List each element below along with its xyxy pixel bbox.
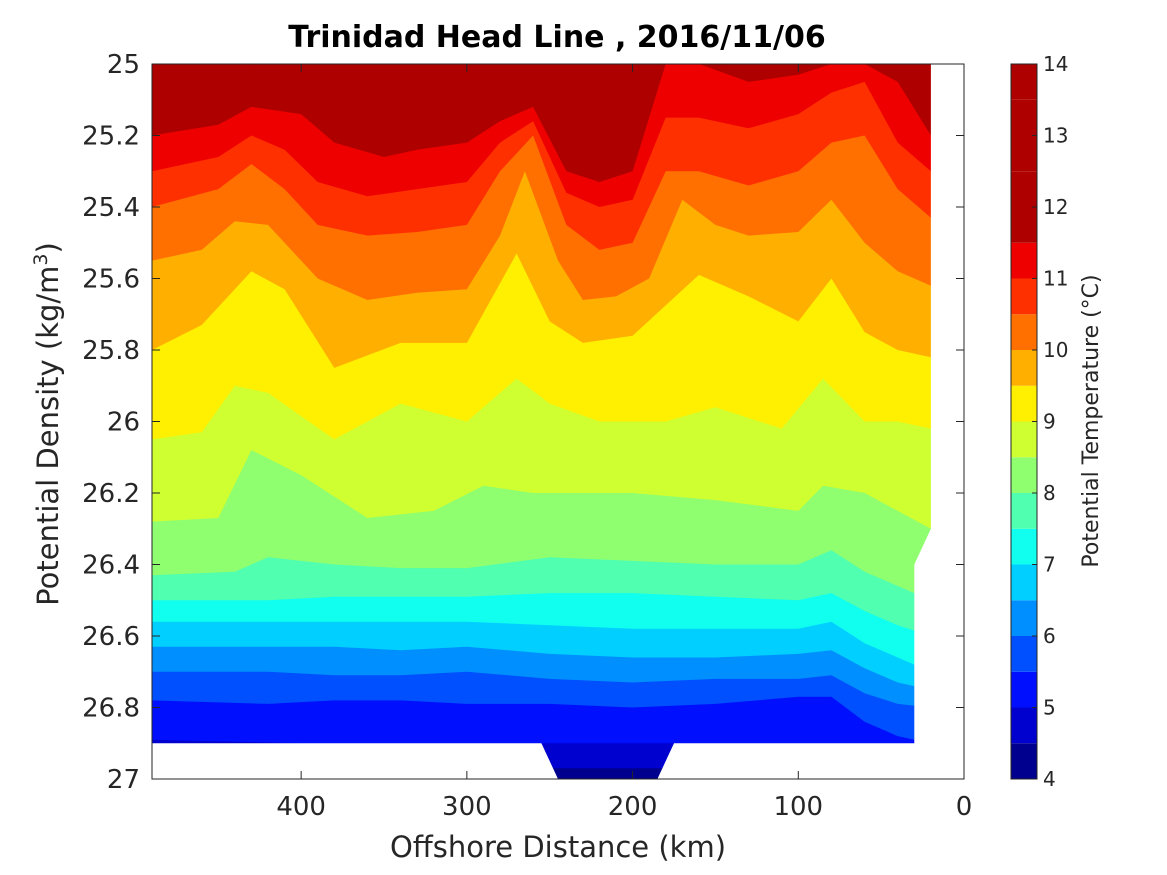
colorbar-tick-label: 9 xyxy=(1043,410,1056,434)
colorbar-band-13.5-14 xyxy=(1011,64,1037,100)
y-axis-label-main: Potential Density (kg/m xyxy=(31,266,65,606)
colorbar-band-12.5-13 xyxy=(1011,135,1037,172)
no-data-mask-nearshore xyxy=(914,64,964,779)
colorbar-band-6.5-7 xyxy=(1011,564,1037,601)
colorbar-band-13-13.5 xyxy=(1011,99,1037,136)
x-tick-label: 400 xyxy=(276,792,326,822)
colorbar-band-8-8.5 xyxy=(1011,457,1037,493)
x-tick-label: 100 xyxy=(773,792,823,822)
y-tick-label: 27 xyxy=(107,765,140,795)
y-axis-ticks: 25 25.2 25.4 25.6 25.8 26 26.2 26.4 26.6 26.8 27 xyxy=(82,50,964,795)
colorbar-tick-label: 5 xyxy=(1043,696,1056,720)
chart-title: Trinidad Head Line , 2016/11/06 xyxy=(288,20,825,55)
x-axis-ticks: 400 300 200 100 0 xyxy=(276,64,972,822)
contour-bands xyxy=(152,64,964,779)
colorbar-band-10-10.5 xyxy=(1011,314,1037,350)
colorbar-band-8.5-9 xyxy=(1011,421,1037,458)
y-axis-label-superscript: 3 xyxy=(30,253,52,265)
x-tick-label: 0 xyxy=(956,792,973,822)
colorbar-band-5-5.5 xyxy=(1011,671,1037,708)
colorbar-ticks: 4 5 6 7 8 9 10 11 12 13 14 xyxy=(1032,52,1068,791)
y-tick-label: 26.2 xyxy=(82,479,140,509)
y-axis-label-close: ) xyxy=(31,242,65,253)
y-tick-label: 26.6 xyxy=(82,622,140,652)
colorbar-band-12-12.5 xyxy=(1011,171,1037,207)
colorbar-band-4.5-5 xyxy=(1011,707,1037,744)
y-tick-label: 26.8 xyxy=(82,694,140,724)
band-above-12 xyxy=(152,64,666,136)
y-tick-label: 25.6 xyxy=(82,265,140,295)
y-tick-label: 26.4 xyxy=(82,551,140,581)
colorbar-tick-label: 14 xyxy=(1043,52,1068,76)
colorbar-band-10.5-11 xyxy=(1011,278,1037,315)
x-tick-label: 200 xyxy=(608,792,658,822)
colorbar-tick-label: 12 xyxy=(1043,195,1068,219)
colorbar-band-11.5-12 xyxy=(1011,207,1037,243)
x-tick-label: 300 xyxy=(442,792,492,822)
colorbar-band-5.5-6 xyxy=(1011,636,1037,672)
colorbar-tick-label: 11 xyxy=(1043,267,1068,291)
colorbar-tick-label: 4 xyxy=(1043,767,1056,791)
colorbar-band-7-7.5 xyxy=(1011,528,1037,565)
y-axis-label: Potential Density (kg/m3) xyxy=(30,242,65,606)
colorbar-band-6-6.5 xyxy=(1011,600,1037,636)
colorbar-tick-label: 13 xyxy=(1043,124,1068,148)
y-tick-label: 25.2 xyxy=(82,122,140,152)
y-tick-label: 25 xyxy=(107,50,140,80)
no-data-mask-bottom-right xyxy=(657,743,964,779)
no-data-mask-bottom-left xyxy=(152,743,558,779)
y-tick-label: 25.8 xyxy=(82,336,140,366)
band-13-patch-0 xyxy=(268,64,467,82)
colorbar-band-11-11.5 xyxy=(1011,242,1037,279)
colorbar-band-9.5-10 xyxy=(1011,350,1037,386)
colorbar-tick-label: 10 xyxy=(1043,338,1068,362)
colorbar-band-7.5-8 xyxy=(1011,493,1037,529)
y-tick-label: 25.4 xyxy=(82,193,140,223)
colorbar-tick-label: 8 xyxy=(1043,481,1056,505)
band-13-patch-1 xyxy=(541,64,616,100)
plot-area: 400 300 200 100 0 25 25.2 25.4 25.6 25.8 26 26.2 26… xyxy=(82,50,972,822)
colorbar-label: Potential Temperature (°C) xyxy=(1079,274,1104,567)
colorbar-bands xyxy=(1011,64,1037,779)
colorbar-band-9-9.5 xyxy=(1011,385,1037,422)
colorbar-tick-label: 6 xyxy=(1043,624,1056,648)
colorbar-tick-label: 7 xyxy=(1043,553,1056,577)
colorbar: 4 5 6 7 8 9 10 11 12 13 14 xyxy=(1010,52,1068,791)
x-axis-label: Offshore Distance (km) xyxy=(390,830,726,864)
colorbar-band-4-4.5 xyxy=(1011,743,1037,779)
y-tick-label: 26 xyxy=(107,408,140,438)
